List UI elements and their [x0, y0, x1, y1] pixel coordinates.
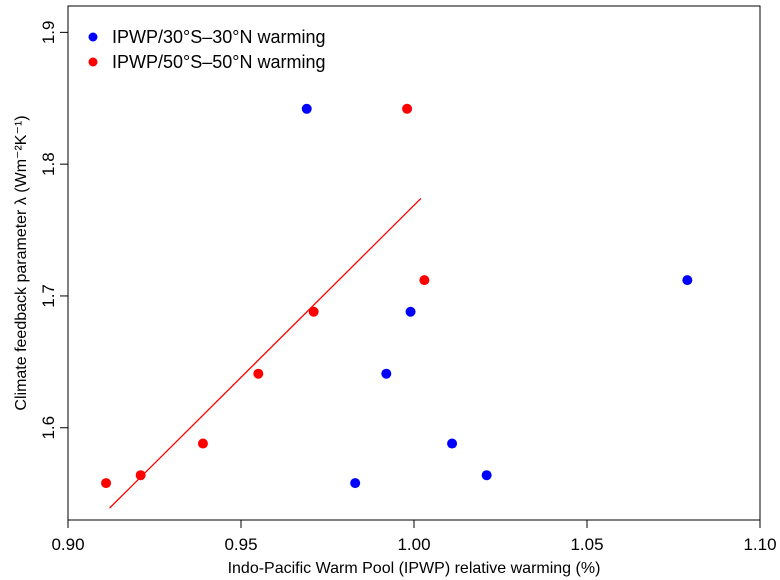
- data-point-series-2: [308, 306, 319, 317]
- x-axis-title: Indo-Pacific Warm Pool (IPWP) relative w…: [228, 560, 601, 577]
- x-tick-label: 1.00: [397, 535, 430, 554]
- y-axis: 1.6 1.7 1.8 1.9: [39, 21, 68, 440]
- plot-frame: [67, 5, 761, 521]
- data-point-series-1: [481, 470, 492, 481]
- data-point-series-1: [405, 306, 416, 317]
- data-points: [101, 103, 693, 489]
- y-axis-title: Climate feedback parameter λ (Wm⁻²K⁻¹): [13, 115, 30, 410]
- x-tick-label: 0.95: [224, 535, 257, 554]
- x-tick-label: 1.05: [570, 535, 603, 554]
- data-point-series-1: [301, 103, 312, 114]
- data-point-series-2: [402, 103, 413, 114]
- data-point-series-1: [682, 275, 693, 286]
- regression-line: [109, 197, 422, 509]
- data-point-series-2: [197, 438, 208, 449]
- y-tick-label: 1.6: [39, 416, 58, 440]
- data-point-series-1: [381, 368, 392, 379]
- y-tick-label: 1.8: [39, 152, 58, 176]
- x-tick-label: 1.10: [743, 535, 776, 554]
- y-tick-label: 1.9: [39, 21, 58, 45]
- legend-marker: [88, 32, 98, 42]
- legend-marker: [88, 57, 98, 67]
- data-point-series-2: [135, 470, 146, 481]
- x-tick-label: 0.90: [51, 535, 84, 554]
- data-point-series-2: [253, 368, 264, 379]
- data-point-series-2: [419, 275, 430, 286]
- legend: IPWP/30°S–30°N warming IPWP/50°S–50°N war…: [88, 27, 325, 72]
- data-point-series-2: [101, 478, 112, 489]
- legend-label: IPWP/30°S–30°N warming: [112, 27, 325, 47]
- legend-label: IPWP/50°S–50°N warming: [112, 52, 325, 72]
- y-tick-label: 1.7: [39, 284, 58, 308]
- data-point-series-1: [350, 478, 361, 489]
- x-axis: 0.90 0.95 1.00 1.05 1.10: [51, 520, 777, 554]
- data-point-series-1: [447, 438, 458, 449]
- regression-line-group: [109, 197, 422, 509]
